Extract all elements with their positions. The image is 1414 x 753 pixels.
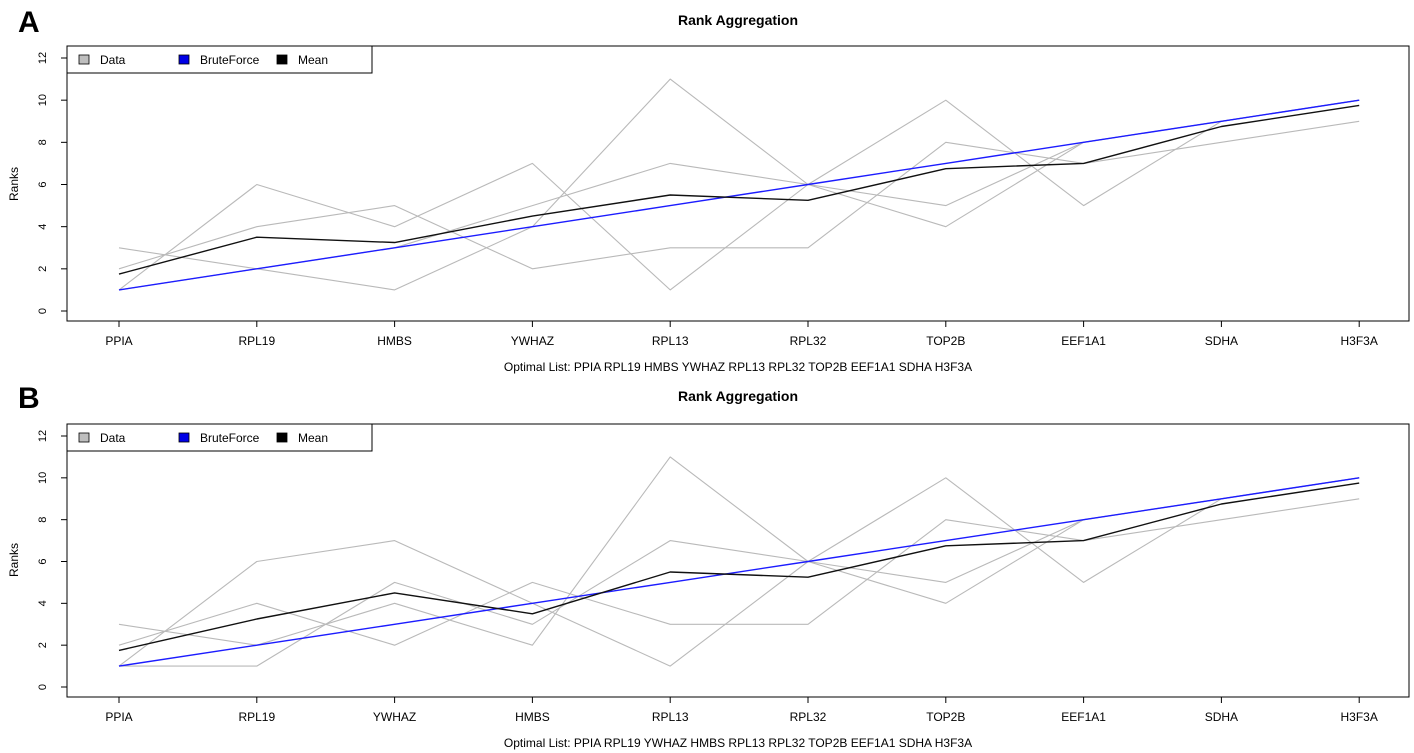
x-tick-label: RPL32 <box>790 710 827 724</box>
panel-letter-a: A <box>18 6 40 39</box>
y-axis-label: Ranks <box>7 167 21 201</box>
legend-label-mean: Mean <box>298 431 328 445</box>
y-tick-label: 4 <box>37 600 49 606</box>
plot-frame <box>66 45 1410 322</box>
x-tick-label: H3F3A <box>1341 710 1378 724</box>
x-tick-label: H3F3A <box>1341 334 1378 348</box>
y-tick-label: 10 <box>37 472 49 484</box>
y-tick-label: 8 <box>37 517 49 523</box>
x-tick-label: PPIA <box>105 334 132 348</box>
x-tick-label: HMBS <box>515 710 550 724</box>
x-tick-label: EEF1A1 <box>1061 710 1106 724</box>
legend-label-data: Data <box>100 53 126 67</box>
series-line-bruteforce <box>118 99 1360 291</box>
y-tick-label: 8 <box>37 139 49 145</box>
y-tick-label: 2 <box>37 642 49 648</box>
series-line-data-3 <box>118 120 1360 270</box>
y-tick-label: 4 <box>37 224 49 230</box>
x-axis-label: Optimal List: PPIA RPL19 YWHAZ HMBS RPL1… <box>504 736 972 750</box>
y-tick-label: 6 <box>37 558 49 564</box>
x-tick-label: SDHA <box>1205 710 1238 724</box>
legend-box <box>66 45 373 74</box>
legend-swatch-mean <box>276 432 288 443</box>
panel-b-chart: Rank Aggregation 0 2 4 6 8 10 12 PPIA RPL19 YWHAZ H… <box>7 388 1410 750</box>
series-line-data-1 <box>118 477 1360 667</box>
y-tick-label: 12 <box>37 430 49 442</box>
x-axis-label: Optimal List: PPIA RPL19 HMBS YWHAZ RPL1… <box>504 360 972 374</box>
y-axis-label: Ranks <box>7 543 21 577</box>
chart-title: Rank Aggregation <box>678 12 798 28</box>
x-tick-label: RPL13 <box>652 710 689 724</box>
x-tick-label: TOP2B <box>926 710 965 724</box>
legend-swatch-bruteforce <box>178 54 190 65</box>
y-tick-label: 10 <box>37 94 49 106</box>
y-tick-label: 6 <box>37 181 49 187</box>
legend-swatch-data <box>78 54 90 65</box>
x-tick-label: TOP2B <box>926 334 965 348</box>
x-tick-label: PPIA <box>105 710 132 724</box>
series-line-data-2 <box>118 78 1360 291</box>
plot-frame <box>66 423 1410 698</box>
x-tick-label: SDHA <box>1205 334 1238 348</box>
legend-box <box>66 423 373 452</box>
x-tick-label: HMBS <box>377 334 412 348</box>
series-line-mean <box>118 104 1360 275</box>
panel-letter-b: B <box>18 382 40 415</box>
legend-label-mean: Mean <box>298 53 328 67</box>
legend-label-bruteforce: BruteForce <box>200 431 260 445</box>
y-tick-label: 12 <box>37 52 49 64</box>
x-tick-label: YWHAZ <box>373 710 416 724</box>
x-tick-label: EEF1A1 <box>1061 334 1106 348</box>
panel-a-chart: Rank Aggregation 0 2 4 6 8 10 12 PPIA RPL19 HMBS YW… <box>7 12 1410 374</box>
chart-title: Rank Aggregation <box>678 388 798 404</box>
series-line-mean <box>118 482 1360 652</box>
legend-swatch-bruteforce <box>178 432 190 443</box>
x-tick-label: RPL19 <box>238 710 275 724</box>
y-tick-label: 0 <box>37 308 49 314</box>
series-line-data-1 <box>118 99 1360 291</box>
y-tick-label: 2 <box>37 266 49 272</box>
x-tick-label: YWHAZ <box>511 334 554 348</box>
y-tick-label: 0 <box>37 684 49 690</box>
legend-swatch-data <box>78 432 90 443</box>
legend-label-data: Data <box>100 431 126 445</box>
legend-label-bruteforce: BruteForce <box>200 53 260 67</box>
x-tick-label: RPL32 <box>790 334 827 348</box>
legend-swatch-mean <box>276 54 288 65</box>
x-tick-label: RPL19 <box>238 334 275 348</box>
x-tick-label: RPL13 <box>652 334 689 348</box>
series-line-bruteforce <box>118 477 1360 667</box>
